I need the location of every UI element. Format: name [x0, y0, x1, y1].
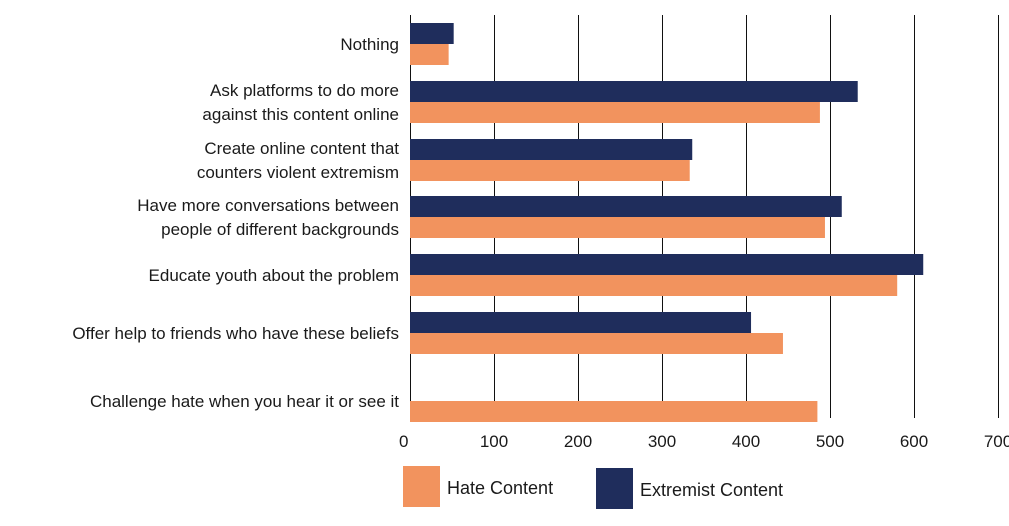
category-label: Have more conversations between people of…: [137, 196, 399, 239]
x-tick-label: 600: [900, 432, 928, 451]
bar-hate-4: [410, 275, 898, 296]
category-label: Educate youth about the problem: [149, 266, 399, 285]
bar-hate-6: [410, 401, 818, 422]
bar-extremist-2: [410, 139, 693, 160]
bar-extremist-3: [410, 196, 842, 217]
legend-label-extremist: Extremist Content: [640, 480, 783, 500]
bar-hate-1: [410, 102, 820, 123]
bar-hate-3: [410, 217, 825, 238]
bar-extremist-0: [410, 23, 454, 44]
category-labels: Nothing Ask platforms to do more against t…: [72, 35, 399, 411]
category-label: Offer help to friends who have these bel…: [72, 324, 399, 343]
x-tick-label: 100: [480, 432, 508, 451]
x-tick-label: 400: [732, 432, 760, 451]
bar-extremist-4: [410, 254, 924, 275]
category-label: Challenge hate when you hear it or see i…: [90, 392, 399, 411]
bars: [410, 23, 924, 422]
bar-extremist-5: [410, 312, 752, 333]
x-tick-label: 700: [984, 432, 1009, 451]
x-tick-label: 300: [648, 432, 676, 451]
bar-hate-5: [410, 333, 783, 354]
x-tick-label: 0: [399, 432, 408, 451]
bar-extremist-1: [410, 81, 858, 102]
x-axis-ticks: 0 100 200 300 400 500 600 700: [399, 432, 1009, 451]
x-tick-label: 200: [564, 432, 592, 451]
legend-swatch-extremist: [596, 468, 633, 509]
legend-label-hate: Hate Content: [447, 478, 553, 498]
bar-hate-2: [410, 160, 690, 181]
bar-hate-0: [410, 44, 449, 65]
legend-swatch-hate: [403, 466, 440, 507]
category-label: Nothing: [340, 35, 399, 54]
legend: Hate Content Extremist Content: [403, 466, 783, 509]
x-tick-label: 500: [816, 432, 844, 451]
category-label: Ask platforms to do more against this con…: [202, 81, 399, 124]
category-label: Create online content that counters viole…: [197, 139, 399, 182]
